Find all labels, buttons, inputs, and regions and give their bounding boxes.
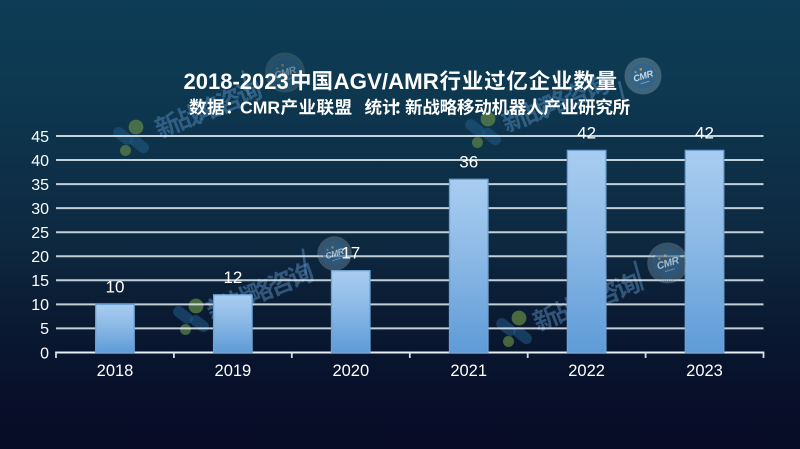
svg-text:5: 5	[40, 321, 49, 338]
svg-text:2020: 2020	[332, 362, 369, 380]
svg-text:42: 42	[577, 123, 596, 142]
svg-text:2018: 2018	[97, 362, 134, 380]
svg-text:20: 20	[31, 249, 49, 266]
svg-text:2022: 2022	[568, 362, 605, 380]
svg-text:40: 40	[31, 153, 49, 170]
svg-text:25: 25	[31, 225, 49, 242]
svg-text:30: 30	[31, 201, 49, 218]
svg-text:2019: 2019	[215, 362, 252, 380]
svg-text:15: 15	[31, 273, 49, 290]
svg-text:45: 45	[31, 129, 49, 146]
svg-text:42: 42	[695, 123, 714, 142]
svg-text:2021: 2021	[450, 362, 487, 380]
svg-text:AGV/AMR: AGV/AMR	[334, 69, 439, 94]
svg-text:12: 12	[223, 268, 242, 287]
svg-text:CMR: CMR	[240, 98, 280, 118]
svg-text:35: 35	[31, 177, 49, 194]
svg-text:10: 10	[31, 297, 49, 314]
svg-text:0: 0	[40, 345, 49, 362]
svg-text:2018-2023: 2018-2023	[184, 69, 289, 94]
svg-text:10: 10	[106, 277, 125, 296]
svg-text:36: 36	[459, 152, 478, 171]
svg-text:2023: 2023	[686, 362, 723, 380]
svg-text:17: 17	[341, 244, 360, 263]
